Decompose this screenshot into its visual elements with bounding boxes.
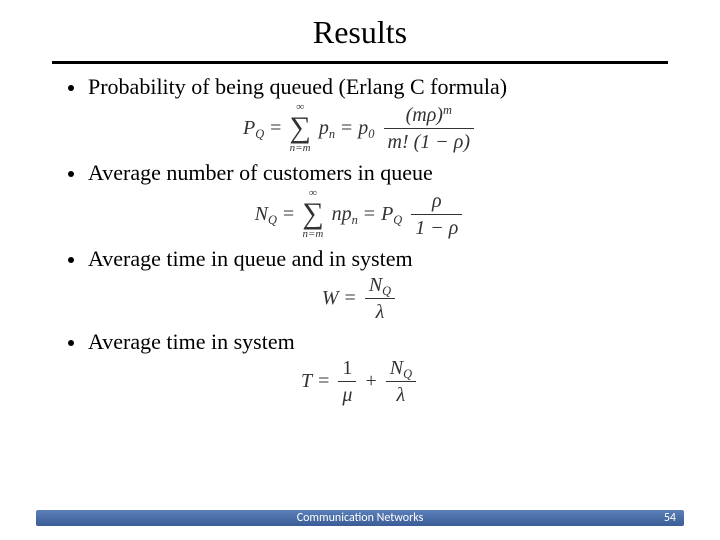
f4-t1-num: 1 — [338, 357, 356, 379]
f4-lhs: T — [301, 370, 312, 393]
f1-num-a: (mρ) — [406, 104, 443, 126]
bullet-dot-icon — [68, 171, 74, 177]
bullet-4-text: Average time in system — [88, 329, 295, 355]
f1-sum: ∞ ∑ n=m — [289, 102, 310, 154]
bullet-1: Probability of being queued (Erlang C fo… — [68, 74, 652, 100]
bullet-3: Average time in queue and in system — [68, 246, 652, 272]
formula-2: NQ = ∞ ∑ n=m npn = PQ ρ 1 − ρ — [255, 188, 466, 240]
formula-1-row: PQ = ∞ ∑ n=m pn = p0 (mρ)m m! (1 − ρ) — [68, 102, 652, 154]
f1-p0-sub: 0 — [368, 127, 374, 141]
f1-den-b: (1 − ρ) — [414, 131, 470, 153]
bullet-2-text: Average number of customers in queue — [88, 160, 433, 186]
f1-p0-sym: p — [358, 117, 368, 139]
bullet-2: Average number of customers in queue — [68, 160, 652, 186]
footer-page-number: 54 — [664, 511, 676, 525]
title-rule — [52, 61, 668, 64]
formula-1: PQ = ∞ ∑ n=m pn = p0 (mρ)m m! (1 − ρ) — [243, 102, 477, 154]
formula-4: T = 1 μ + NQ λ — [301, 357, 419, 406]
bullet-4: Average time in system — [68, 329, 652, 355]
formula-3: W = NQ λ — [322, 274, 398, 323]
f2-pq-sub: Q — [393, 213, 402, 227]
f4-frac2: NQ λ — [386, 357, 416, 406]
formula-4-row: T = 1 μ + NQ λ — [68, 357, 652, 406]
f1-lhs-sub: Q — [255, 127, 264, 141]
f2-sum: ∞ ∑ n=m — [302, 188, 323, 240]
f2-lhs-sub: Q — [268, 213, 277, 227]
f3-lhs: W — [322, 287, 339, 310]
f3-num-sym: N — [369, 274, 382, 296]
f4-t2-den: λ — [393, 384, 410, 406]
content-area: Probability of being queued (Erlang C fo… — [0, 74, 720, 406]
f4-frac1: 1 μ — [338, 357, 356, 406]
f2-den: 1 − ρ — [411, 217, 462, 239]
f3-frac: NQ λ — [365, 274, 395, 323]
f1-den-a: m! — [388, 131, 409, 153]
f2-pn-sym: p — [342, 203, 352, 225]
f4-t2-num-sub: Q — [403, 367, 412, 381]
bullet-dot-icon — [68, 257, 74, 263]
sigma-icon: ∑ — [302, 199, 323, 229]
slide: Results Probability of being queued (Erl… — [0, 0, 720, 540]
slide-title: Results — [0, 0, 720, 57]
f4-t2-num-sym: N — [390, 357, 403, 379]
f2-pq-sym: P — [381, 203, 393, 225]
sigma-icon: ∑ — [289, 113, 310, 143]
f1-num-exp: m — [443, 103, 452, 117]
footer-title: Communication Networks — [0, 511, 720, 525]
bullet-dot-icon — [68, 340, 74, 346]
f1-lhs-sym: P — [243, 117, 255, 139]
f2-n: n — [332, 203, 342, 225]
f1-pn-sub: n — [329, 127, 335, 141]
f2-frac: ρ 1 − ρ — [411, 190, 462, 239]
f4-t1-den: μ — [338, 384, 356, 406]
formula-3-row: W = NQ λ — [68, 274, 652, 323]
f2-lhs-sym: N — [255, 203, 268, 225]
f1-pn-sym: p — [319, 117, 329, 139]
f3-den: λ — [372, 301, 389, 323]
bullet-dot-icon — [68, 85, 74, 91]
f2-pn-sub: n — [352, 213, 358, 227]
f1-sum-lower: n=m — [290, 143, 311, 154]
f2-num: ρ — [428, 190, 446, 212]
footer: Communication Networks 54 — [0, 508, 720, 528]
formula-2-row: NQ = ∞ ∑ n=m npn = PQ ρ 1 − ρ — [68, 188, 652, 240]
f3-num-sub: Q — [382, 284, 391, 298]
f2-sum-lower: n=m — [302, 229, 323, 240]
bullet-1-text: Probability of being queued (Erlang C fo… — [88, 74, 507, 100]
bullet-3-text: Average time in queue and in system — [88, 246, 413, 272]
f1-frac: (mρ)m m! (1 − ρ) — [384, 104, 475, 153]
